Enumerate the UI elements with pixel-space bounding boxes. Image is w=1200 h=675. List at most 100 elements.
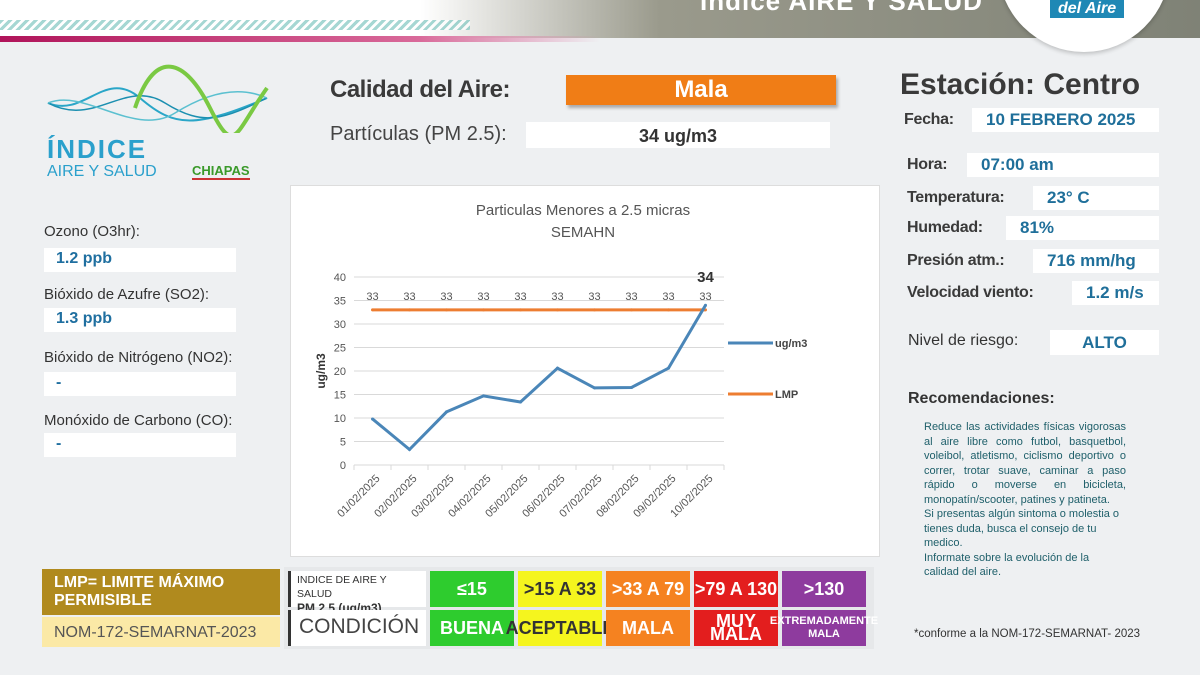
scale-condition-1: ACEPTABLE [506, 610, 614, 646]
station-field-label: Presión atm.: [907, 252, 1005, 269]
scale-header: INDICE DE AIRE Y SALUD PM 2.5 (ug/m3) [288, 571, 426, 615]
aqi-scale-table: INDICE DE AIRE Y SALUD PM 2.5 (ug/m3) CO… [284, 567, 878, 649]
data-point [519, 400, 522, 404]
y-tick-label: 30 [334, 319, 346, 331]
data-label: 33 [588, 291, 600, 303]
risk-label: Nivel de riesgo: [908, 332, 1019, 349]
station-field-label: Hora: [907, 156, 948, 173]
scale-condition-0: BUENA [430, 610, 514, 646]
data-point [482, 308, 485, 312]
scale-condition-3: MUY MALA [694, 610, 778, 646]
station-field-value: 07:00 am [967, 153, 1159, 177]
station-title: Estación: Centro [900, 68, 1141, 101]
data-point [445, 410, 448, 414]
data-point [630, 385, 633, 389]
pollutant-value: - [44, 372, 236, 396]
station-field-label: Humedad: [907, 219, 983, 236]
scale-condition-2: MALA [606, 610, 690, 646]
station-field-label: Velocidad viento: [907, 284, 1034, 301]
recommendations-title: Recomendaciones: [908, 390, 1055, 407]
recommendation-2: Si presentas algún sintoma o molestia o … [924, 508, 1120, 549]
pollutant-value: 1.3 ppb [44, 308, 236, 332]
data-label: 33 [366, 291, 378, 303]
header-badge: del Aire [1050, 0, 1125, 18]
logo-title: ÍNDICE [47, 134, 148, 164]
pm25-line-chart: Particulas Menores a 2.5 micras SEMAHN u… [314, 202, 807, 520]
recommendations-text: Reduce las actividades físicas vigorosas… [924, 420, 1126, 580]
station-field-value: 1.2 m/s [1072, 281, 1159, 305]
logo-subtitle: AIRE Y SALUD [47, 163, 157, 180]
data-point [593, 386, 596, 390]
data-label-last: 34 [697, 269, 714, 286]
recommendation-1: Reduce las actividades físicas vigorosas… [924, 421, 1126, 506]
pollutant-value: - [44, 433, 236, 457]
y-tick-label: 5 [340, 437, 346, 449]
data-point [667, 366, 670, 370]
data-label: 33 [551, 291, 563, 303]
y-tick-label: 20 [334, 366, 346, 378]
header-title: Índice AIRE Y SALUD [700, 0, 983, 16]
series-line-ug/m3 [371, 304, 707, 452]
y-tick-label: 0 [340, 460, 346, 472]
y-tick-label: 10 [334, 413, 346, 425]
y-axis-label: ug/m3 [314, 353, 328, 389]
pm-label: Partículas (PM 2.5): [330, 123, 507, 145]
logo-state: CHIAPAS [192, 163, 250, 180]
recommendation-3: Informate sobre la evolución de la calid… [924, 551, 1090, 579]
data-label: 33 [403, 291, 415, 303]
chart-subtitle: SEMAHN [551, 224, 615, 241]
station-field-value: 23° C [1033, 186, 1159, 210]
quality-value-badge: Mala [566, 75, 836, 105]
scale-range-4: >130 [782, 571, 866, 607]
data-point [371, 308, 374, 312]
header-banner [0, 0, 1200, 38]
data-point [445, 308, 448, 312]
pollutant-label: Bióxido de Azufre (SO2): [44, 286, 210, 303]
scale-range-3: >79 A 130 [694, 571, 778, 607]
condition-label: CONDICIÓN [288, 610, 426, 646]
lmp-title: LMP= LIMITE MÁXIMO PERMISIBLE [42, 569, 280, 615]
scale-header-1: INDICE DE AIRE Y SALUD [297, 574, 387, 600]
y-tick-label: 15 [334, 390, 346, 402]
logo-waves-icon [47, 64, 269, 133]
scale-range-1: >15 A 33 [518, 571, 602, 607]
scale-range-2: >33 A 79 [606, 571, 690, 607]
data-point [482, 394, 485, 398]
pm-value: 34 ug/m3 [526, 122, 830, 148]
data-point [371, 417, 374, 421]
station-field-value: 10 FEBRERO 2025 [972, 108, 1159, 132]
scale-condition-4: EXTREMADAMENTE MALA [770, 610, 878, 646]
data-point [556, 308, 559, 312]
data-label: 33 [514, 291, 526, 303]
pollutant-label: Monóxido de Carbono (CO): [44, 412, 233, 429]
legend-label: LMP [775, 389, 798, 401]
chart-container: Particulas Menores a 2.5 micras SEMAHN u… [290, 185, 880, 557]
station-field-value: 716 mm/hg [1033, 249, 1159, 273]
data-label: 33 [662, 291, 674, 303]
pollutant-label: Bióxido de Nitrógeno (NO2): [44, 349, 233, 366]
data-point [408, 447, 411, 451]
pollutant-label: Ozono (O3hr): [44, 223, 140, 240]
pollutant-value: 1.2 ppb [44, 248, 236, 272]
station-field-label: Fecha: [904, 111, 954, 128]
data-point [556, 366, 559, 370]
y-tick-label: 40 [334, 272, 346, 284]
data-label: 33 [625, 291, 637, 303]
data-point [408, 308, 411, 312]
risk-value: ALTO [1050, 330, 1159, 355]
decorative-stripe [0, 36, 600, 42]
data-label: 33 [477, 291, 489, 303]
data-label: 33 [440, 291, 452, 303]
lmp-norm: NOM-172-SEMARNAT-2023 [42, 617, 280, 647]
legend-label: ug/m3 [775, 338, 807, 350]
data-point [630, 308, 633, 312]
station-field-value: 81% [1006, 216, 1159, 240]
quality-label: Calidad del Aire: [330, 76, 510, 103]
data-point [593, 308, 596, 312]
chart-title: Particulas Menores a 2.5 micras [476, 202, 690, 219]
data-point [667, 308, 670, 312]
station-field-label: Temperatura: [907, 189, 1005, 206]
y-tick-label: 35 [334, 296, 346, 308]
y-tick-label: 25 [334, 343, 346, 355]
data-label: 33 [699, 291, 711, 303]
